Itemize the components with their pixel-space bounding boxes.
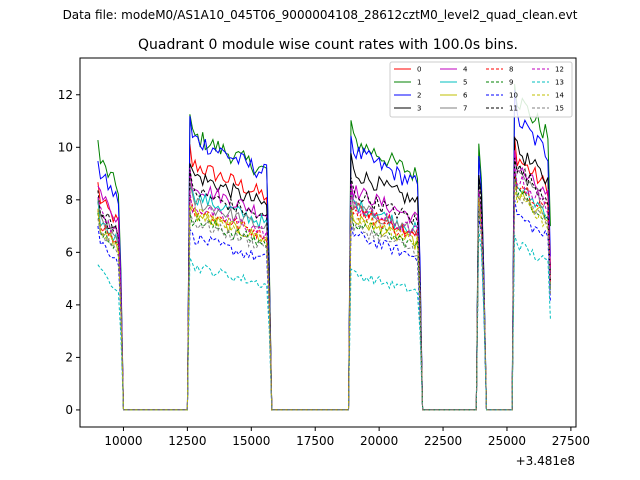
x-tick-label: 22500 — [424, 434, 462, 448]
legend-label-9: 9 — [509, 79, 513, 87]
x-tick-label: 15000 — [232, 434, 270, 448]
x-tick-label: 10000 — [104, 434, 142, 448]
y-tick-label: 12 — [58, 88, 73, 102]
y-tick-label: 6 — [65, 245, 73, 259]
legend-label-10: 10 — [509, 92, 518, 100]
y-tick-label: 4 — [65, 298, 73, 312]
x-offset-label: +3.481e8 — [516, 454, 575, 468]
legend-label-14: 14 — [555, 92, 564, 100]
y-tick-label: 8 — [65, 193, 73, 207]
plot-frame — [79, 57, 577, 428]
legend-label-13: 13 — [555, 79, 564, 87]
y-tick-label: 10 — [58, 140, 73, 154]
tick-layer: 10000 12500 15000 17500 20000 22500 25000 27500… — [58, 88, 590, 448]
legend-label-5: 5 — [463, 79, 467, 87]
series-line-12 — [97, 164, 551, 411]
legend-label-3: 3 — [417, 105, 421, 113]
x-tick-label: 25000 — [488, 434, 526, 448]
x-tick-label: 17500 — [296, 434, 334, 448]
legend-label-0: 0 — [417, 66, 421, 74]
legend-label-4: 4 — [463, 66, 468, 74]
legend-label-1: 1 — [417, 79, 421, 87]
chart-title: Quadrant 0 module wise count rates with … — [138, 37, 518, 53]
x-tick-label: 27500 — [552, 434, 590, 448]
series-line-15 — [97, 179, 551, 411]
legend-label-12: 12 — [555, 66, 564, 74]
y-tick-label: 2 — [65, 350, 73, 364]
legend-label-2: 2 — [417, 92, 421, 100]
series-layer — [97, 83, 551, 411]
series-line-5 — [97, 166, 551, 411]
suptitle: Data file: modeM0/AS1A10_045T06_90000041… — [63, 8, 578, 22]
legend-label-7: 7 — [463, 105, 467, 113]
x-tick-label: 20000 — [360, 434, 398, 448]
x-tick-label: 12500 — [168, 434, 206, 448]
legend-label-11: 11 — [509, 105, 518, 113]
legend-frame — [389, 61, 573, 118]
legend-label-15: 15 — [555, 105, 564, 113]
legend-label-6: 6 — [463, 92, 468, 100]
y-tick-label: 0 — [65, 403, 73, 417]
legend-label-8: 8 — [509, 66, 513, 74]
